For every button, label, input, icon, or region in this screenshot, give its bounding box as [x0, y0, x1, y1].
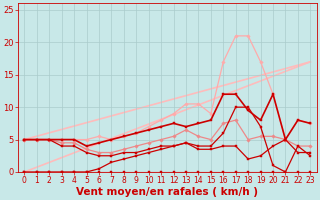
X-axis label: Vent moyen/en rafales ( km/h ): Vent moyen/en rafales ( km/h ): [76, 187, 258, 197]
